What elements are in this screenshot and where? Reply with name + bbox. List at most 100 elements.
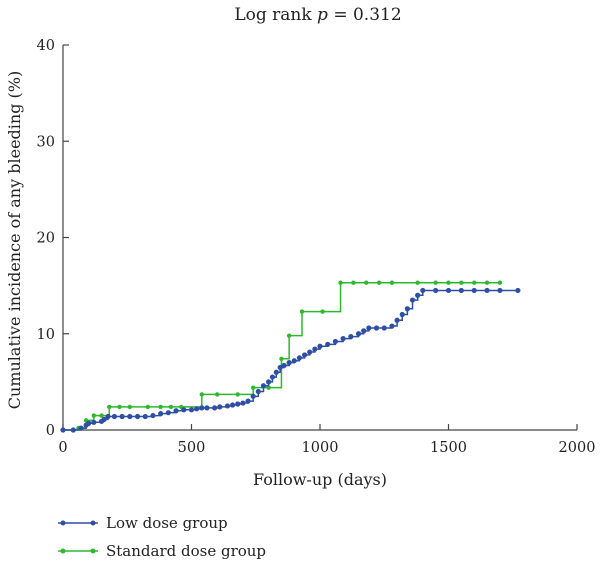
data-point bbox=[286, 360, 292, 366]
legend-swatch-marker bbox=[60, 520, 66, 526]
x-tick-label: 1000 bbox=[302, 440, 339, 456]
chart-title: Log rank p = 0.312 bbox=[234, 5, 401, 25]
legend-label: Low dose group bbox=[106, 514, 228, 532]
data-point bbox=[497, 287, 503, 294]
series-line-low-dose-group bbox=[63, 289, 518, 431]
data-point bbox=[194, 406, 200, 412]
legend-label: Standard dose group bbox=[106, 542, 266, 560]
data-point bbox=[273, 369, 279, 375]
data-point bbox=[351, 280, 356, 285]
data-point bbox=[199, 392, 204, 397]
data-point bbox=[348, 334, 354, 340]
data-point bbox=[340, 335, 346, 342]
data-point bbox=[389, 323, 395, 329]
data-point bbox=[101, 416, 107, 423]
data-point bbox=[279, 356, 284, 361]
data-point bbox=[409, 297, 416, 303]
x-tick-label: 500 bbox=[178, 440, 206, 456]
data-point bbox=[105, 413, 111, 420]
data-point bbox=[433, 287, 439, 294]
data-point bbox=[173, 408, 179, 414]
data-point bbox=[150, 412, 156, 419]
data-point bbox=[107, 404, 112, 410]
data-point bbox=[415, 292, 421, 298]
x-tick-label: 2000 bbox=[559, 440, 596, 456]
data-point bbox=[145, 404, 151, 410]
data-point bbox=[484, 280, 490, 285]
legend-item-low-dose-group: Low dose group bbox=[58, 514, 228, 532]
data-point bbox=[332, 338, 339, 345]
data-point bbox=[266, 379, 272, 385]
data-point bbox=[158, 404, 163, 410]
data-point bbox=[389, 280, 395, 285]
y-axis-label: Cumulative incidence of any bleeding (%) bbox=[5, 71, 24, 409]
data-point bbox=[415, 280, 420, 285]
data-point bbox=[215, 392, 220, 397]
data-point bbox=[296, 355, 303, 361]
data-point bbox=[142, 413, 148, 420]
data-point bbox=[212, 405, 218, 411]
data-point bbox=[158, 411, 164, 417]
data-point bbox=[266, 385, 271, 390]
data-point bbox=[119, 413, 125, 420]
y-tick-label: 40 bbox=[37, 38, 55, 54]
legend-swatch-marker bbox=[90, 548, 96, 554]
data-point bbox=[277, 364, 283, 371]
x-axis: 0 500 1000 1500 2000 bbox=[58, 424, 595, 456]
legend-swatch-marker bbox=[90, 520, 96, 526]
data-point bbox=[230, 402, 236, 408]
data-point bbox=[420, 287, 426, 294]
data-point bbox=[165, 410, 171, 416]
series-standard-dose-group bbox=[60, 280, 503, 433]
data-point bbox=[291, 358, 297, 364]
data-point bbox=[471, 287, 477, 294]
data-point bbox=[355, 331, 362, 337]
x-tick-label: 1500 bbox=[430, 440, 467, 456]
y-tick-label: 20 bbox=[37, 231, 55, 247]
data-point bbox=[497, 280, 503, 285]
data-point bbox=[286, 333, 292, 338]
data-point bbox=[217, 404, 223, 410]
data-point bbox=[260, 383, 267, 389]
data-point bbox=[459, 280, 464, 285]
data-point bbox=[204, 405, 210, 411]
data-point bbox=[307, 349, 313, 355]
data-point bbox=[458, 287, 464, 294]
data-point bbox=[312, 346, 318, 352]
data-point bbox=[399, 311, 405, 318]
data-point bbox=[320, 309, 325, 314]
data-point bbox=[188, 407, 195, 413]
data-point bbox=[317, 343, 323, 349]
data-point bbox=[255, 388, 261, 395]
series-low-dose-group bbox=[60, 287, 521, 433]
data-point bbox=[245, 398, 251, 404]
data-point bbox=[99, 413, 104, 418]
data-point bbox=[446, 280, 451, 285]
data-point bbox=[250, 385, 256, 390]
data-point bbox=[338, 280, 343, 285]
data-point bbox=[134, 413, 141, 420]
data-point bbox=[199, 405, 205, 411]
legend-item-standard-dose-group: Standard dose group bbox=[58, 542, 266, 560]
data-point bbox=[117, 404, 122, 410]
data-point bbox=[235, 401, 241, 407]
data-point bbox=[60, 427, 66, 433]
data-point bbox=[366, 325, 372, 331]
data-point bbox=[250, 393, 256, 399]
data-point bbox=[515, 287, 521, 294]
data-point bbox=[168, 404, 174, 410]
data-point bbox=[240, 400, 246, 406]
y-tick-label: 10 bbox=[37, 327, 55, 343]
data-point bbox=[472, 280, 477, 285]
data-point bbox=[91, 419, 97, 425]
data-point bbox=[127, 413, 133, 420]
data-point bbox=[111, 413, 117, 420]
x-tick-label: 0 bbox=[58, 440, 67, 456]
legend: Low dose group Standard dose group bbox=[58, 514, 266, 560]
data-point bbox=[404, 306, 410, 312]
data-point bbox=[70, 427, 76, 433]
data-point bbox=[373, 325, 380, 331]
data-point bbox=[361, 328, 367, 334]
series-layer bbox=[60, 280, 521, 433]
y-tick-label: 30 bbox=[37, 134, 55, 150]
